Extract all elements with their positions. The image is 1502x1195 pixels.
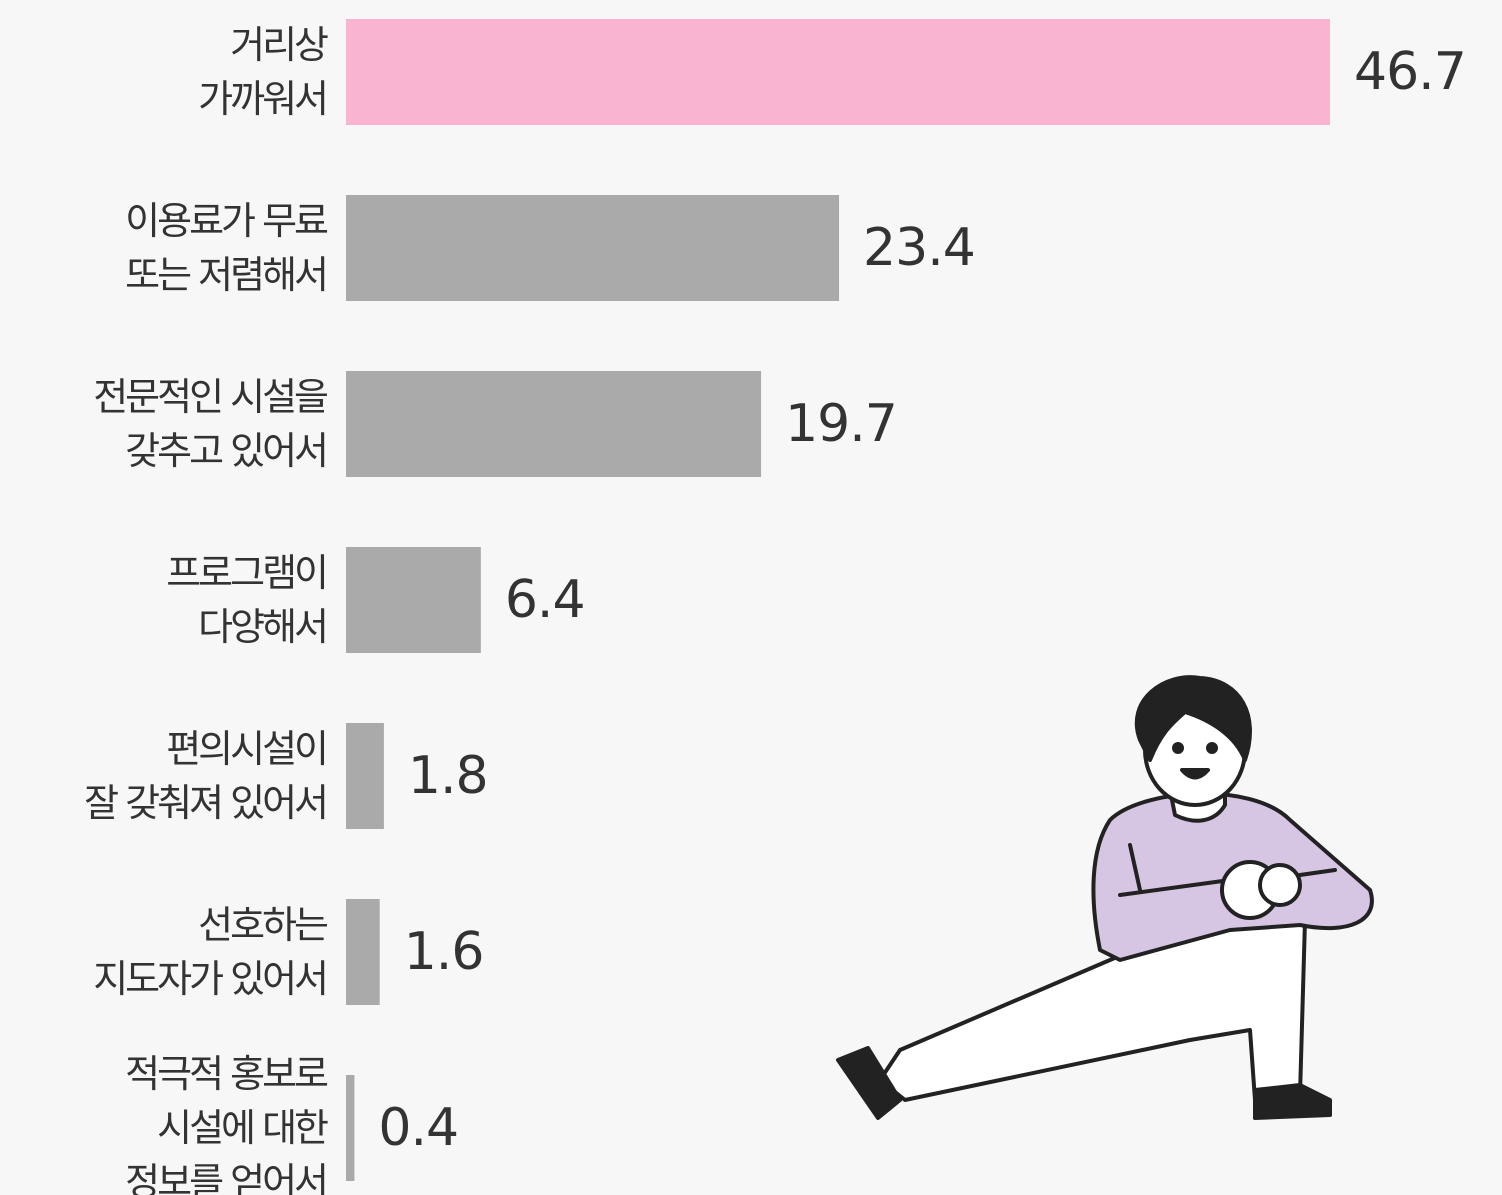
illustration bbox=[838, 677, 1372, 1118]
bar bbox=[346, 195, 839, 301]
category-label: 적극적 홍보로 시설에 대한 정보를 얻어서 bbox=[125, 1047, 326, 1195]
bar bbox=[346, 371, 761, 477]
bar bbox=[346, 19, 1330, 125]
category-label: 이용료가 무료 또는 저렴해서 bbox=[125, 194, 326, 302]
category-label: 프로그램이 다양해서 bbox=[166, 546, 326, 654]
category-label: 거리상 가까워서 bbox=[198, 18, 326, 126]
value-label: 1.8 bbox=[408, 746, 488, 806]
category-label: 선호하는 지도자가 있어서 bbox=[93, 898, 326, 1006]
category-label: 편의시설이 잘 갖춰져 있어서 bbox=[84, 722, 326, 830]
value-label: 23.4 bbox=[863, 218, 975, 278]
chart: 거리상 가까워서 46.7 이용료가 무료 또는 저렴해서 23.4 전문적인 시설을 … bbox=[0, 0, 1502, 1195]
bar bbox=[346, 899, 380, 1005]
value-label: 6.4 bbox=[505, 570, 585, 630]
category-label: 전문적인 시설을 갖추고 있어서 bbox=[93, 370, 326, 478]
bar bbox=[346, 547, 481, 653]
bar bbox=[346, 1075, 354, 1181]
value-label: 19.7 bbox=[785, 394, 897, 454]
value-label: 46.7 bbox=[1354, 42, 1466, 102]
value-label: 1.6 bbox=[404, 922, 484, 982]
value-label: 0.4 bbox=[378, 1098, 458, 1158]
bar bbox=[346, 723, 384, 829]
